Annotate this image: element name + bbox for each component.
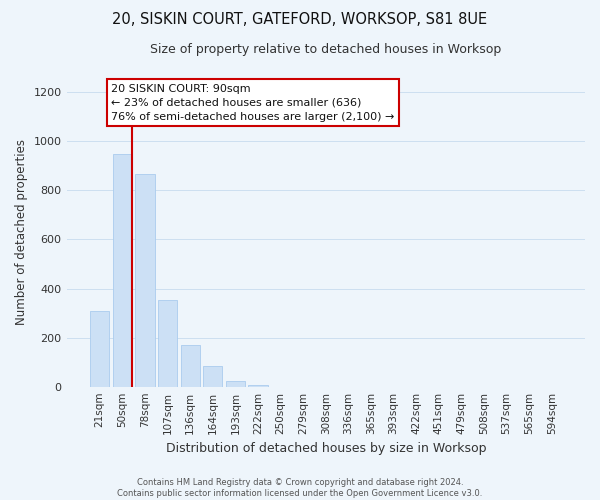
X-axis label: Distribution of detached houses by size in Worksop: Distribution of detached houses by size … bbox=[166, 442, 486, 455]
Bar bbox=[90, 310, 109, 386]
Y-axis label: Number of detached properties: Number of detached properties bbox=[15, 139, 28, 325]
Bar bbox=[203, 366, 223, 386]
Text: Contains HM Land Registry data © Crown copyright and database right 2024.
Contai: Contains HM Land Registry data © Crown c… bbox=[118, 478, 482, 498]
Bar bbox=[158, 300, 177, 386]
Text: 20, SISKIN COURT, GATEFORD, WORKSOP, S81 8UE: 20, SISKIN COURT, GATEFORD, WORKSOP, S81… bbox=[112, 12, 488, 28]
Bar bbox=[113, 154, 132, 386]
Text: 20 SISKIN COURT: 90sqm
← 23% of detached houses are smaller (636)
76% of semi-de: 20 SISKIN COURT: 90sqm ← 23% of detached… bbox=[111, 84, 394, 122]
Bar bbox=[226, 380, 245, 386]
Title: Size of property relative to detached houses in Worksop: Size of property relative to detached ho… bbox=[150, 42, 502, 56]
Bar bbox=[136, 174, 155, 386]
Bar bbox=[181, 345, 200, 387]
